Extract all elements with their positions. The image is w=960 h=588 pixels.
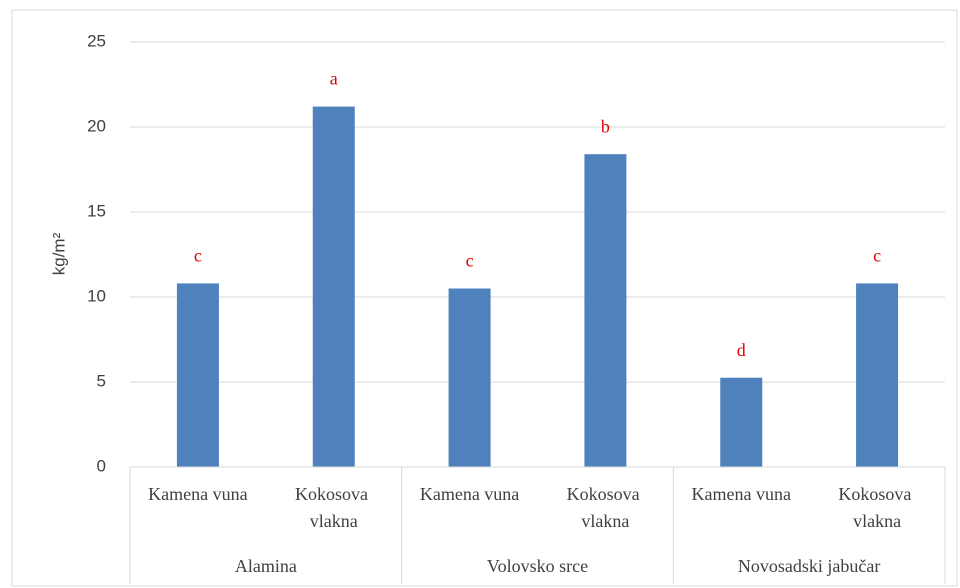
group-label: Alamina xyxy=(235,556,297,576)
group-label: Novosadski jabučar xyxy=(738,556,880,576)
bar-annotation: c xyxy=(873,246,881,266)
x-tick-label: Kamena vuna xyxy=(692,484,791,504)
bar xyxy=(176,283,219,467)
x-tick-label: Kamena vuna xyxy=(420,484,519,504)
y-tick-label: 5 xyxy=(97,371,106,390)
y-tick-label: 0 xyxy=(97,456,106,475)
bar-annotation: c xyxy=(466,251,474,271)
bar xyxy=(312,106,355,467)
x-tick-label: Kokosova vlakna xyxy=(567,484,645,531)
bar-annotation: a xyxy=(330,69,338,89)
bar xyxy=(584,154,627,467)
y-axis-label: kg/m² xyxy=(49,232,68,275)
bar xyxy=(856,283,899,467)
bar-annotation: b xyxy=(601,116,610,136)
bar xyxy=(448,288,491,467)
y-tick-label: 15 xyxy=(87,201,106,220)
y-tick-label: 25 xyxy=(87,31,106,50)
bar-annotation: d xyxy=(737,340,746,360)
x-tick-label: Kokosova vlakna xyxy=(295,484,373,531)
x-tick-label: Kokosova vlakna xyxy=(838,484,916,531)
group-label: Volovsko srce xyxy=(487,556,588,576)
x-tick-label: Kamena vuna xyxy=(148,484,247,504)
bar-annotation: c xyxy=(194,246,202,266)
y-tick-label: 10 xyxy=(87,286,106,305)
y-tick-label: 20 xyxy=(87,116,106,135)
bar xyxy=(720,377,763,467)
